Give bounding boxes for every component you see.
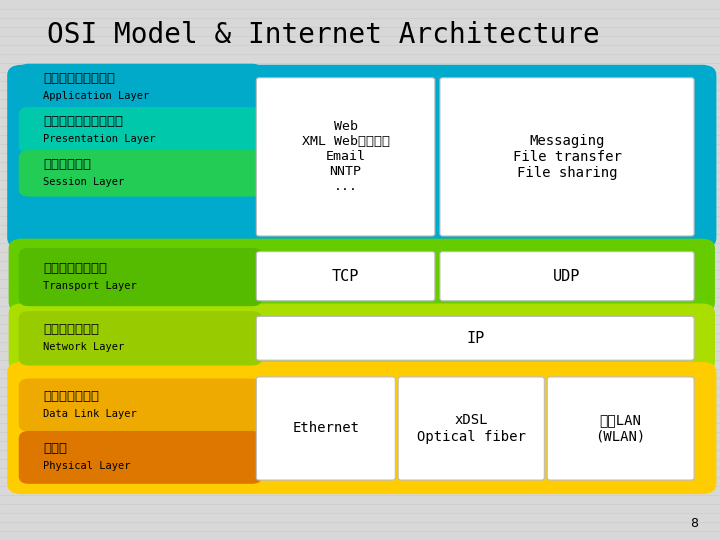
Text: 8: 8 <box>690 517 698 530</box>
FancyBboxPatch shape <box>9 303 715 372</box>
FancyBboxPatch shape <box>440 252 694 301</box>
Text: Ethernet: Ethernet <box>292 422 359 435</box>
Text: Messaging
File transfer
File sharing: Messaging File transfer File sharing <box>513 134 621 180</box>
Text: TCP: TCP <box>332 269 359 284</box>
FancyBboxPatch shape <box>440 78 694 236</box>
Text: トランスポート層: トランスポート層 <box>43 262 107 275</box>
Text: 物理層: 物理層 <box>43 442 67 455</box>
FancyBboxPatch shape <box>256 377 395 480</box>
Text: アプリケーション層: アプリケーション層 <box>43 72 115 85</box>
FancyBboxPatch shape <box>19 107 262 153</box>
Text: Data Link Layer: Data Link Layer <box>43 409 137 419</box>
FancyBboxPatch shape <box>398 377 544 480</box>
Text: Network Layer: Network Layer <box>43 342 125 352</box>
FancyBboxPatch shape <box>7 65 716 248</box>
FancyBboxPatch shape <box>19 150 262 197</box>
Text: セッション層: セッション層 <box>43 158 91 171</box>
Text: Transport Layer: Transport Layer <box>43 281 137 291</box>
Text: プレゼンテーション層: プレゼンテーション層 <box>43 115 123 128</box>
Text: OSI Model & Internet Architecture: OSI Model & Internet Architecture <box>47 21 600 49</box>
FancyBboxPatch shape <box>9 239 715 312</box>
Text: 無線LAN
(WLAN): 無線LAN (WLAN) <box>595 414 646 443</box>
FancyBboxPatch shape <box>256 252 435 301</box>
FancyBboxPatch shape <box>256 316 694 360</box>
FancyBboxPatch shape <box>19 64 262 110</box>
Text: UDP: UDP <box>553 269 581 284</box>
FancyBboxPatch shape <box>19 431 262 484</box>
FancyBboxPatch shape <box>19 248 262 306</box>
Text: データリンク層: データリンク層 <box>43 390 99 403</box>
FancyBboxPatch shape <box>547 377 694 480</box>
Text: Web
XML Webサービス
Email
NNTP
...: Web XML Webサービス Email NNTP ... <box>302 120 390 193</box>
FancyBboxPatch shape <box>256 78 435 236</box>
Text: xDSL
Optical fiber: xDSL Optical fiber <box>417 414 526 443</box>
Text: Presentation Layer: Presentation Layer <box>43 134 156 144</box>
FancyBboxPatch shape <box>7 362 716 494</box>
Text: Application Layer: Application Layer <box>43 91 150 100</box>
Text: ネットワーク層: ネットワーク層 <box>43 323 99 336</box>
FancyBboxPatch shape <box>19 379 262 431</box>
FancyBboxPatch shape <box>19 311 262 366</box>
Text: Physical Layer: Physical Layer <box>43 461 131 471</box>
Text: IP: IP <box>466 331 485 346</box>
Text: Session Layer: Session Layer <box>43 177 125 187</box>
